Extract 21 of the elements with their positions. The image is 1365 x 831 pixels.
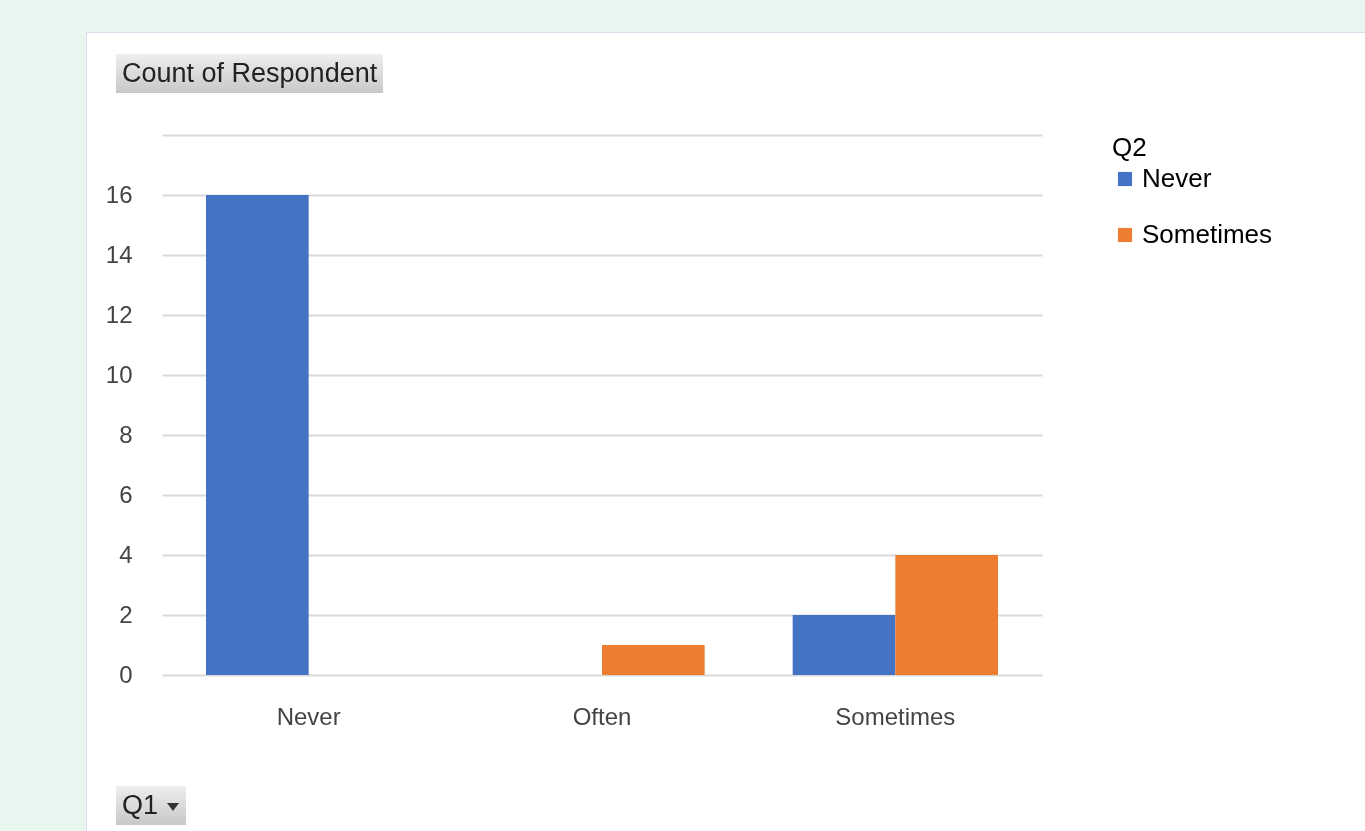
bar (895, 555, 998, 675)
bar (602, 645, 705, 675)
x-tick-label: Sometimes (835, 702, 956, 730)
y-tick-label: 12 (105, 300, 133, 328)
legend-label: Never (1142, 163, 1212, 193)
x-tick-label: Never (276, 702, 341, 730)
chart-title: Count of Respondent (116, 54, 384, 93)
x-tick-label: Often (572, 702, 632, 730)
y-tick-label: 8 (119, 420, 133, 448)
y-tick-label: 14 (105, 240, 133, 268)
y-tick-label: 10 (105, 360, 133, 388)
bar (792, 615, 896, 675)
y-tick-label: 16 (105, 180, 133, 208)
legend-label: Sometimes (1142, 219, 1273, 249)
y-tick-label: 0 (119, 660, 133, 688)
y-tick-label: 4 (119, 540, 133, 568)
legend-title: Q2 (1112, 132, 1147, 162)
x-axis-title: Q1 (122, 790, 159, 820)
y-tick-label: 6 (119, 480, 133, 508)
bar (206, 195, 309, 675)
y-tick-label: 2 (119, 600, 133, 628)
